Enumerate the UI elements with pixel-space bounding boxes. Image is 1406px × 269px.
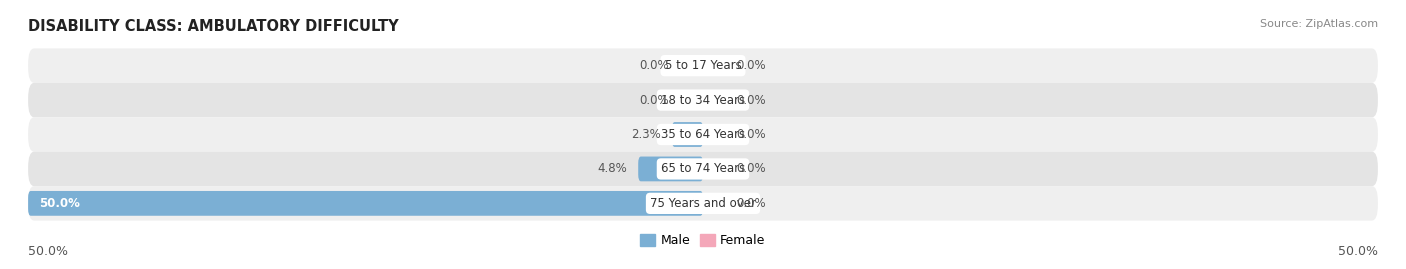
Text: 50.0%: 50.0% [39, 197, 80, 210]
Legend: Male, Female: Male, Female [636, 229, 770, 252]
Text: 18 to 34 Years: 18 to 34 Years [661, 94, 745, 107]
FancyBboxPatch shape [28, 152, 1378, 186]
FancyBboxPatch shape [28, 83, 1378, 117]
Text: 0.0%: 0.0% [737, 128, 766, 141]
FancyBboxPatch shape [672, 122, 703, 147]
Text: 0.0%: 0.0% [737, 94, 766, 107]
Text: 2.3%: 2.3% [631, 128, 661, 141]
Text: 0.0%: 0.0% [737, 197, 766, 210]
Text: 75 Years and over: 75 Years and over [650, 197, 756, 210]
FancyBboxPatch shape [638, 157, 703, 181]
Text: 4.8%: 4.8% [598, 162, 627, 175]
Text: 35 to 64 Years: 35 to 64 Years [661, 128, 745, 141]
Text: DISABILITY CLASS: AMBULATORY DIFFICULTY: DISABILITY CLASS: AMBULATORY DIFFICULTY [28, 19, 399, 34]
Text: 65 to 74 Years: 65 to 74 Years [661, 162, 745, 175]
Text: 0.0%: 0.0% [640, 94, 669, 107]
Text: 5 to 17 Years: 5 to 17 Years [665, 59, 741, 72]
Text: Source: ZipAtlas.com: Source: ZipAtlas.com [1260, 19, 1378, 29]
FancyBboxPatch shape [28, 186, 1378, 221]
FancyBboxPatch shape [28, 48, 1378, 83]
Text: 0.0%: 0.0% [737, 59, 766, 72]
FancyBboxPatch shape [28, 117, 1378, 152]
FancyBboxPatch shape [28, 191, 703, 216]
Text: 50.0%: 50.0% [1339, 245, 1378, 258]
Text: 0.0%: 0.0% [737, 162, 766, 175]
Text: 50.0%: 50.0% [28, 245, 67, 258]
Text: 0.0%: 0.0% [640, 59, 669, 72]
